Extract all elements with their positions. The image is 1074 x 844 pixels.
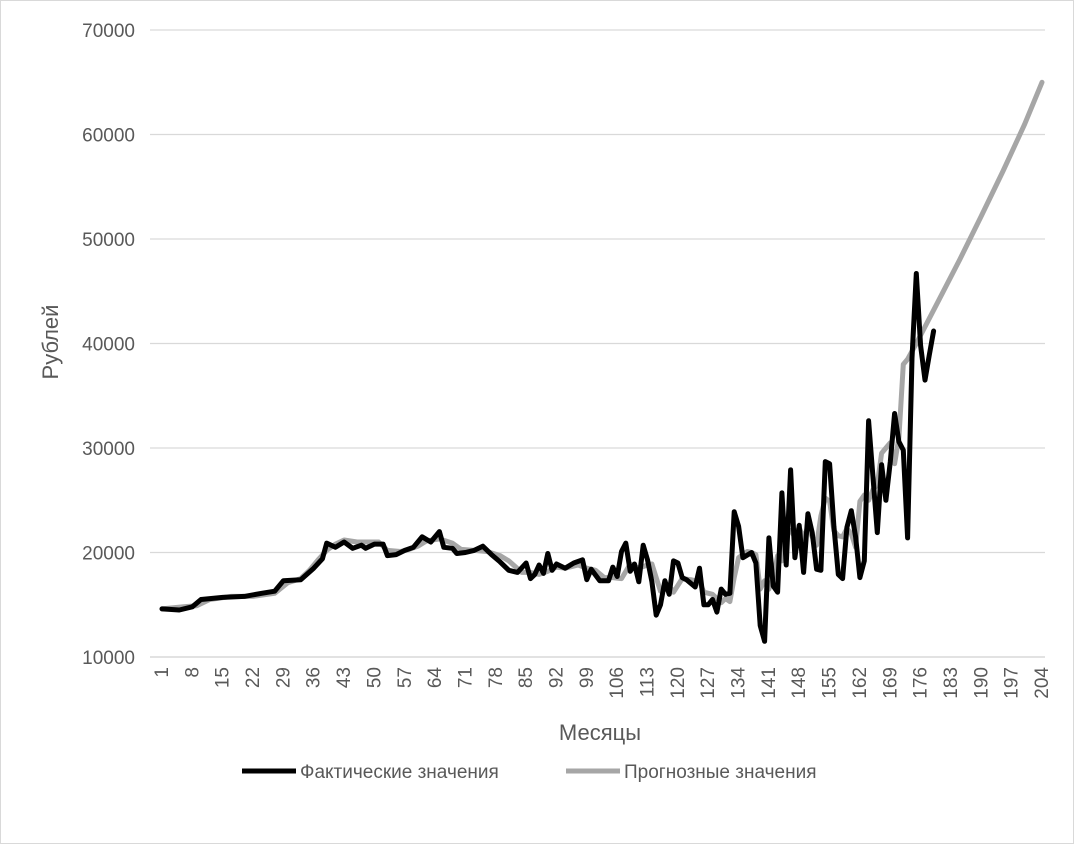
y-tick-label: 60000 [82, 126, 135, 147]
y-tick-label: 40000 [82, 335, 135, 356]
x-tick-label: 120 [668, 667, 689, 699]
x-tick-label: 113 [638, 667, 659, 697]
x-tick-label: 50 [364, 667, 385, 688]
series-layer [159, 79, 1045, 644]
x-tick-label: 57 [395, 667, 416, 688]
x-tick-label: 190 [971, 667, 992, 699]
x-tick-label: 134 [729, 667, 750, 699]
x-tick-label: 92 [546, 667, 567, 688]
y-tick-label: 50000 [82, 230, 135, 251]
x-tick-label: 155 [820, 667, 841, 699]
x-axis-tick-labels: 1 8 15 22 29 36 43 50 57 64 71 78 85 92 99 106 113 120 127… [152, 667, 1053, 699]
x-tick-label: 71 [455, 667, 476, 688]
legend-label-actual: Фактические значения [300, 762, 499, 783]
x-tick-label: 22 [243, 667, 264, 688]
x-tick-label: 15 [213, 667, 234, 688]
x-tick-label: 64 [425, 667, 446, 689]
x-tick-label: 176 [911, 667, 932, 699]
x-tick-label: 141 [759, 667, 780, 699]
y-tick-label: 20000 [82, 544, 135, 565]
x-tick-label: 204 [1032, 667, 1053, 699]
series-line-actual [159, 271, 937, 644]
x-tick-label: 197 [1002, 667, 1023, 699]
x-tick-label: 148 [789, 667, 810, 699]
x-tick-label: 85 [516, 667, 537, 688]
legend-label-forecast: Прогнозные значения [624, 762, 817, 783]
y-tick-label: 10000 [82, 648, 135, 669]
x-tick-label: 1 [152, 667, 173, 678]
y-axis-title: Рублей [38, 305, 63, 380]
legend: Фактические значения Прогнозные значения [242, 762, 817, 783]
x-tick-label: 78 [486, 667, 507, 688]
x-tick-label: 183 [941, 667, 962, 699]
y-axis-tick-labels: 10000 20000 30000 40000 50000 60000 70000 [82, 21, 135, 669]
y-tick-label: 30000 [82, 439, 135, 460]
y-tick-label: 70000 [82, 21, 135, 42]
x-tick-label: 162 [850, 667, 871, 699]
x-tick-label: 43 [334, 667, 355, 688]
x-tick-label: 8 [182, 667, 203, 678]
x-tick-label: 169 [880, 667, 901, 699]
x-tick-label: 99 [577, 667, 598, 688]
x-tick-label: 127 [698, 667, 719, 699]
x-tick-label: 106 [607, 667, 628, 699]
x-axis-title: Месяцы [559, 720, 641, 745]
x-tick-label: 29 [273, 667, 294, 688]
x-tick-label: 36 [304, 667, 325, 688]
